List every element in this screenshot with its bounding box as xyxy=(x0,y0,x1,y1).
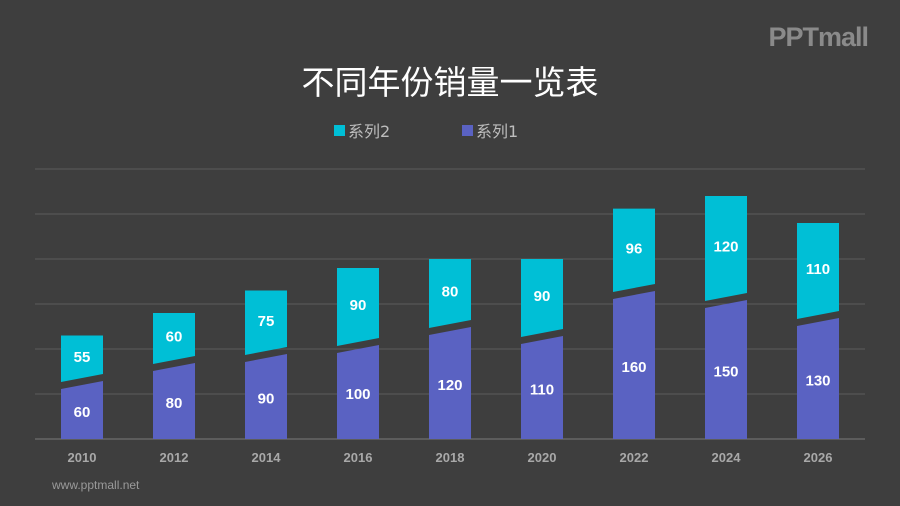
data-label: 90 xyxy=(350,297,367,314)
x-tick-label: 2016 xyxy=(344,450,373,465)
bar-series1 xyxy=(797,318,839,439)
bar-series2 xyxy=(613,208,655,292)
data-label: 80 xyxy=(442,284,459,301)
x-tick-label: 2018 xyxy=(436,450,465,465)
legend-item-series2: 系列2 xyxy=(334,118,390,142)
data-label: 120 xyxy=(713,239,738,256)
bar-series2 xyxy=(797,223,839,319)
bar-series2 xyxy=(245,290,287,355)
x-tick-label: 2024 xyxy=(712,450,742,465)
data-label: 160 xyxy=(621,359,646,376)
data-label: 120 xyxy=(437,377,462,394)
data-label: 90 xyxy=(534,288,551,305)
x-tick-label: 2012 xyxy=(160,450,189,465)
x-tick-label: 2014 xyxy=(252,450,282,465)
data-label: 60 xyxy=(74,404,91,421)
bar-series2 xyxy=(521,259,563,337)
data-label: 110 xyxy=(530,382,554,399)
bar-series1 xyxy=(245,354,287,439)
data-label: 150 xyxy=(713,364,738,381)
data-label: 60 xyxy=(166,329,183,346)
x-tick-label: 2010 xyxy=(68,450,97,465)
data-label: 96 xyxy=(626,240,643,257)
data-label: 55 xyxy=(74,349,91,366)
data-label: 130 xyxy=(805,373,830,390)
chart-title: 不同年份销量一览表 xyxy=(301,63,599,102)
bar-series2 xyxy=(429,259,471,328)
bar-series2 xyxy=(61,335,103,382)
data-label: 100 xyxy=(345,386,370,403)
bar-series1 xyxy=(61,381,103,439)
legend-swatch xyxy=(462,124,473,136)
data-label: 80 xyxy=(166,395,183,412)
bar-series2 xyxy=(337,268,379,346)
x-tick-label: 2022 xyxy=(620,450,649,465)
footer-url: www.pptmall.net xyxy=(52,478,140,492)
bar-series1 xyxy=(521,336,563,439)
bar-series1 xyxy=(613,291,655,439)
bar-series2 xyxy=(705,196,747,301)
logo: PPTmall xyxy=(768,22,869,52)
x-tick-label: 2020 xyxy=(528,450,557,465)
bar-series1 xyxy=(337,345,379,439)
bar-series1 xyxy=(429,327,471,439)
data-label: 90 xyxy=(258,391,275,408)
bar-series2 xyxy=(153,313,195,364)
x-tick-label: 2026 xyxy=(804,450,833,465)
legend-item-series1: 系列1 xyxy=(462,118,518,142)
data-label: 110 xyxy=(806,261,830,278)
legend-label: 系列1 xyxy=(476,122,519,141)
legend-swatch xyxy=(334,124,345,136)
bar-series1 xyxy=(705,300,747,439)
data-label: 75 xyxy=(258,313,275,330)
legend-label: 系列2 xyxy=(348,122,391,141)
bar-series1 xyxy=(153,363,195,439)
